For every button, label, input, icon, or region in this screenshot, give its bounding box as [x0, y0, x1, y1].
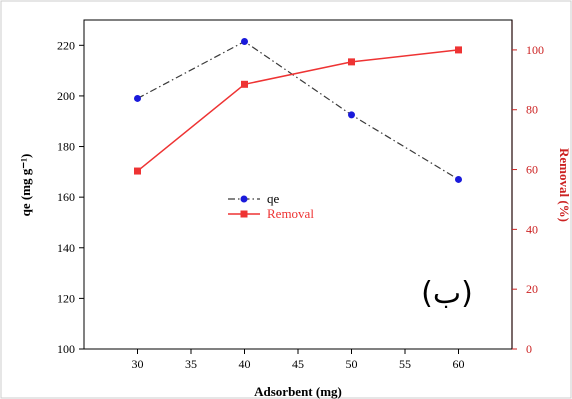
data-point-removal	[455, 46, 462, 54]
right-y-tick-label: 80	[526, 103, 538, 117]
right-y-tick-label: 100	[526, 43, 544, 57]
x-tick-label: 35	[185, 357, 197, 371]
x-tick-label: 40	[239, 357, 251, 371]
x-tick-label: 30	[132, 357, 144, 371]
series-line-removal	[137, 49, 459, 172]
x-tick-label: 50	[346, 357, 358, 371]
data-point-qe	[348, 111, 355, 119]
series-line-qe	[137, 40, 459, 180]
right-y-tick-label: 0	[526, 342, 532, 356]
legend-label-qe: qe	[267, 191, 280, 206]
right-y-axis: 0 20 40 60 80 100	[512, 43, 544, 356]
left-y-tick-label: 100	[57, 342, 75, 356]
legend-marker-removal	[240, 210, 248, 218]
left-y-axis: 100 120 140 160 180 200 220	[57, 38, 84, 356]
legend: qe Removal	[228, 191, 314, 221]
x-tick-label: 45	[292, 357, 304, 371]
right-y-tick-label: 20	[526, 282, 538, 296]
legend-label-removal: Removal	[267, 206, 314, 221]
x-axis-title: Adsorbent (mg)	[254, 384, 342, 399]
right-y-tick-label: 60	[526, 163, 538, 177]
right-y-tick-label: 40	[526, 222, 538, 236]
data-point-removal	[348, 58, 355, 66]
data-point-qe	[241, 38, 248, 46]
data-point-qe	[455, 175, 462, 183]
x-tick-label: 55	[399, 357, 411, 371]
left-y-tick-label: 120	[57, 291, 75, 305]
left-y-tick-label: 200	[57, 89, 75, 103]
legend-marker-qe	[240, 195, 248, 203]
left-y-tick-label: 180	[57, 140, 75, 154]
x-axis: 30 35 40 45 50 55 60	[132, 349, 465, 371]
left-y-tick-label: 220	[57, 38, 75, 52]
right-y-axis-title: Removal (%)	[557, 148, 572, 222]
data-point-removal	[241, 80, 248, 88]
x-tick-label: 60	[453, 357, 465, 371]
data-point-qe	[134, 94, 141, 102]
left-y-tick-label: 140	[57, 241, 75, 255]
panel-label: (ب)	[421, 276, 473, 311]
left-y-tick-label: 160	[57, 190, 75, 204]
data-point-removal	[134, 167, 141, 175]
series-layer	[134, 38, 462, 183]
left-y-axis-title: qe (mg g⁻¹)	[18, 154, 33, 217]
